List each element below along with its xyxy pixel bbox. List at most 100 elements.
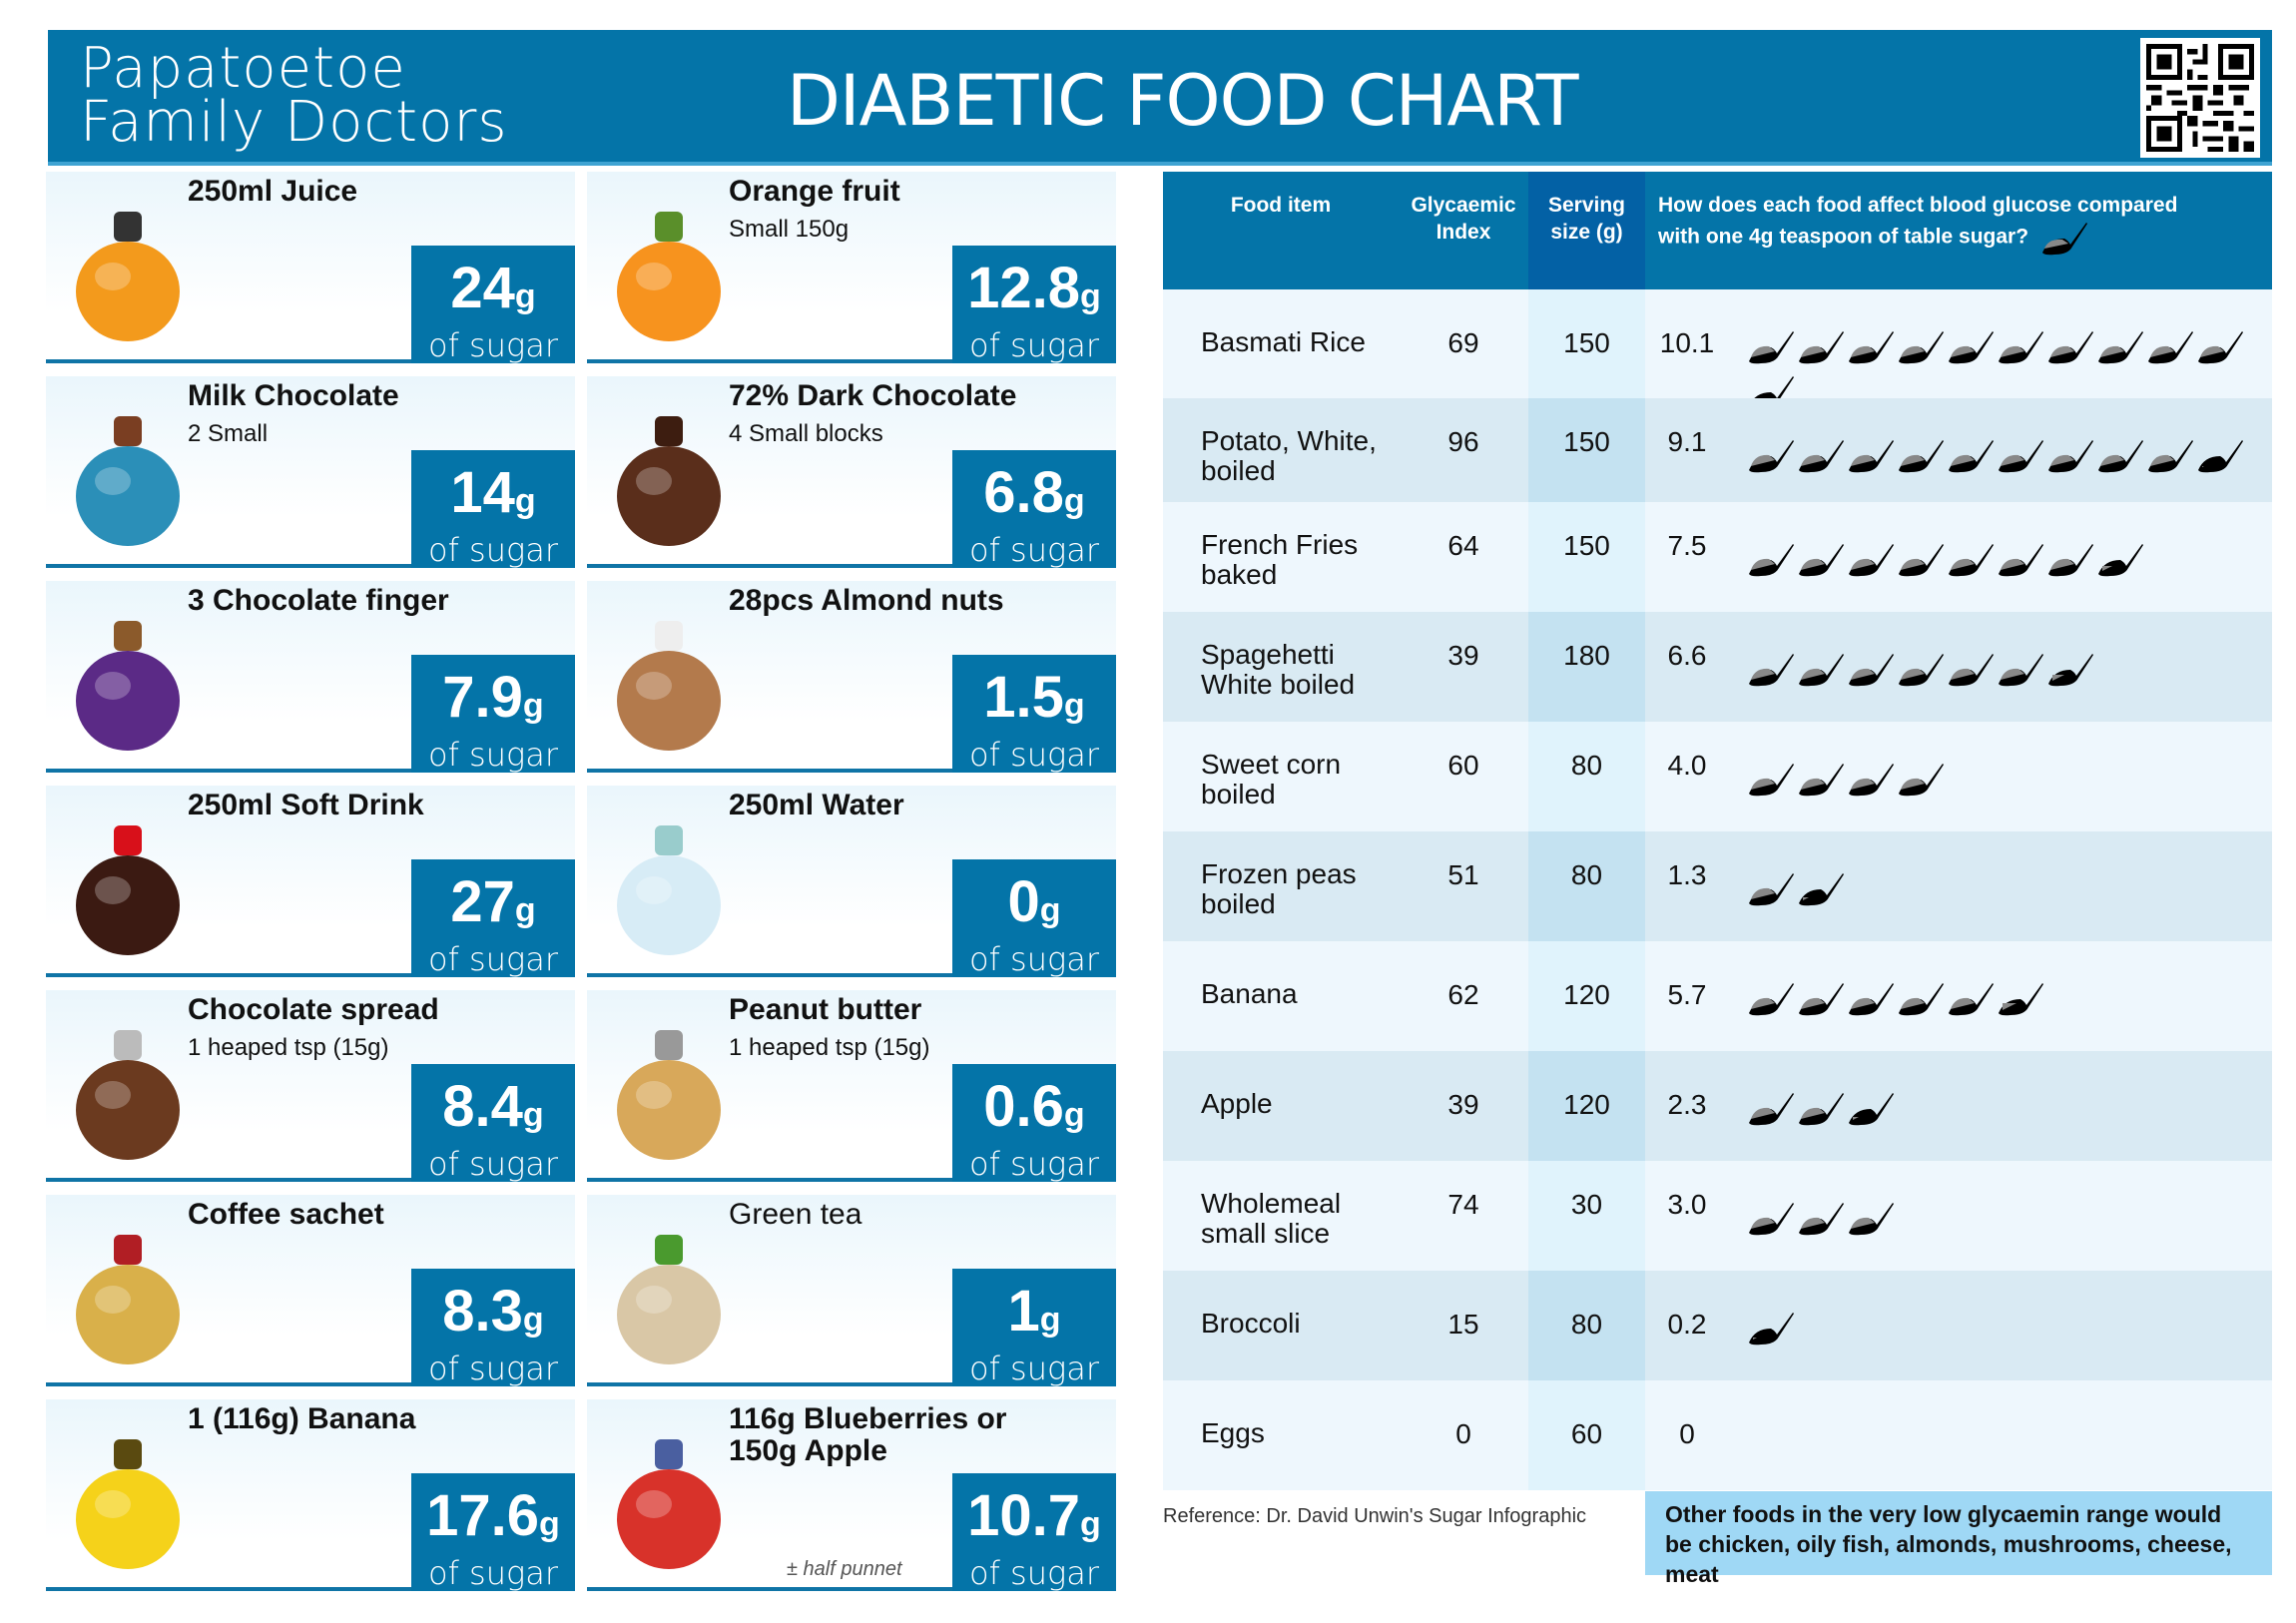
sugar-amount-badge: 1g of sugar	[952, 1269, 1116, 1386]
sugar-grams: 6.8	[983, 460, 1064, 525]
food-item-cell: Wholemeal small slice	[1163, 1161, 1399, 1271]
orange-icon	[617, 212, 721, 341]
teaspoon-icon	[1849, 654, 1894, 687]
food-card-name: Chocolate spread	[188, 993, 439, 1026]
food-card-name: Peanut butter	[729, 993, 922, 1026]
header-food-item: Food item	[1230, 194, 1332, 217]
serving-size-cell: 150	[1528, 502, 1645, 612]
teaspoon-icon	[2148, 440, 2193, 473]
teaspoon-icon	[1899, 440, 1944, 473]
teaspoon-icon	[2048, 544, 2093, 577]
sugar-unit: g	[1039, 1301, 1061, 1339]
sugar-amount: 0g	[952, 869, 1116, 943]
glycaemic-index-cell: 74	[1399, 1161, 1528, 1271]
sugar-unit: g	[1063, 687, 1085, 725]
soft-drink-icon	[76, 825, 180, 955]
teaspoon-visual-cell	[1729, 1271, 2272, 1380]
teaspoon-icon	[1749, 544, 1794, 577]
food-card: 1 (116g) Banana 17.6g of sugar	[46, 1399, 575, 1591]
teaspoon-equivalent-cell: 1.3	[1645, 831, 1729, 941]
almonds-icon	[617, 621, 721, 751]
food-name: Broccoli	[1201, 1308, 1301, 1339]
sugar-grams: 0	[1007, 869, 1040, 934]
table-row: Eggs 0 60 0	[1163, 1380, 2272, 1490]
teaspoon-icon	[1899, 983, 1944, 1016]
teaspoon-icon	[2041, 223, 2087, 256]
food-name: Apple	[1201, 1088, 1273, 1119]
qr-code-icon[interactable]	[2140, 38, 2260, 158]
food-name: Basmati Rice	[1201, 326, 1366, 357]
serving-size-cell: 80	[1528, 831, 1645, 941]
table-row: Broccoli 15 80 0.2	[1163, 1271, 2272, 1380]
teaspoon-icon	[1799, 654, 1844, 687]
teaspoon-icon	[2048, 440, 2093, 473]
sugar-label: of sugar	[428, 1554, 558, 1592]
sugar-unit: g	[514, 277, 536, 315]
food-name: Wholemeal	[1201, 1188, 1342, 1219]
serving-size-cell: 150	[1528, 289, 1645, 398]
sugar-label: of sugar	[428, 1145, 558, 1183]
sugar-amount: 6.8g	[952, 460, 1116, 534]
sugar-grams: 1.5	[983, 665, 1064, 730]
sugar-grams: 24	[450, 256, 515, 320]
sugar-amount: 0.6g	[952, 1074, 1116, 1148]
sugar-amount: 10.7g	[952, 1483, 1116, 1557]
sugar-amount: 24g	[411, 256, 575, 329]
sugar-label: of sugar	[969, 736, 1099, 774]
teaspoon-visual-cell	[1729, 1380, 2272, 1490]
food-item-cell: Spagehetti White boiled	[1163, 612, 1399, 722]
table-row: Apple 39 120 2.3	[1163, 1051, 2272, 1161]
header-gi-line1: Glycaemic	[1411, 194, 1516, 217]
teaspoon-visual-cell	[1729, 289, 2272, 409]
sugar-amount: 8.3g	[411, 1279, 575, 1352]
teaspoon-icon	[1899, 331, 1944, 364]
food-name: Frozen peas	[1201, 858, 1357, 889]
food-card-name: Milk Chocolate	[188, 379, 399, 412]
glycaemic-index-cell: 0	[1399, 1380, 1528, 1490]
sugar-amount-badge: 10.7g of sugar	[952, 1473, 1116, 1591]
teaspoon-icon	[2198, 440, 2243, 473]
teaspoon-icon	[1999, 654, 2043, 687]
food-name-detail: White boiled	[1201, 669, 1356, 700]
sugar-amount: 14g	[411, 460, 575, 534]
sugar-unit: g	[1080, 277, 1101, 315]
table-row: Spagehetti White boiled 39 180 6.6	[1163, 612, 2272, 722]
serving-size-cell: 150	[1528, 398, 1645, 502]
food-name-detail: boiled	[1201, 779, 1276, 810]
teaspoon-icon	[1849, 983, 1894, 1016]
teaspoon-icon	[2048, 654, 2093, 687]
food-card: 3 Chocolate finger 7.9g of sugar	[46, 581, 575, 773]
page-title: DIABETIC FOOD CHART	[787, 60, 1579, 142]
food-item-cell: Broccoli	[1163, 1271, 1399, 1380]
teaspoon-icon	[1899, 654, 1944, 687]
teaspoon-icon	[1749, 764, 1794, 797]
sugar-label: of sugar	[428, 531, 558, 569]
table-row: Frozen peas boiled 51 80 1.3	[1163, 831, 2272, 941]
teaspoon-icon	[1949, 544, 1994, 577]
serving-size-cell: 120	[1528, 1051, 1645, 1161]
sugar-grams: 1	[1007, 1279, 1040, 1344]
teaspoon-icon	[1749, 873, 1794, 906]
sugar-unit: g	[522, 1096, 544, 1134]
sugar-label: of sugar	[969, 1554, 1099, 1592]
teaspoon-icon	[1949, 440, 1994, 473]
food-card: 72% Dark Chocolate 4 Small blocks 6.8g of…	[587, 376, 1116, 568]
teaspoon-visual-cell	[1729, 1161, 2272, 1271]
food-card-portion: Small 150g	[729, 216, 850, 243]
food-card: Orange fruit Small 150g 12.8g of sugar	[587, 172, 1116, 363]
food-name-detail: boiled	[1201, 888, 1276, 919]
teaspoon-icon	[1749, 654, 1794, 687]
sugar-amount: 7.9g	[411, 665, 575, 739]
brand-line-1: Papatoetoe	[80, 36, 406, 101]
sugar-amount: 27g	[411, 869, 575, 943]
food-card-name: 72% Dark Chocolate	[729, 379, 1017, 412]
sugar-label: of sugar	[428, 940, 558, 978]
food-card: 116g Blueberries or 150g Apple ± half pun…	[587, 1399, 1116, 1591]
teaspoon-icon	[1849, 440, 1894, 473]
sugar-amount: 12.8g	[952, 256, 1116, 329]
sugar-amount-badge: 24g of sugar	[411, 246, 575, 363]
food-card-portion: 1 heaped tsp (15g)	[188, 1034, 389, 1061]
teaspoon-icon	[1849, 1093, 1894, 1126]
teaspoon-icon	[1899, 544, 1944, 577]
table-header: Food item Glycaemic Index Serving size (…	[1163, 172, 2272, 289]
